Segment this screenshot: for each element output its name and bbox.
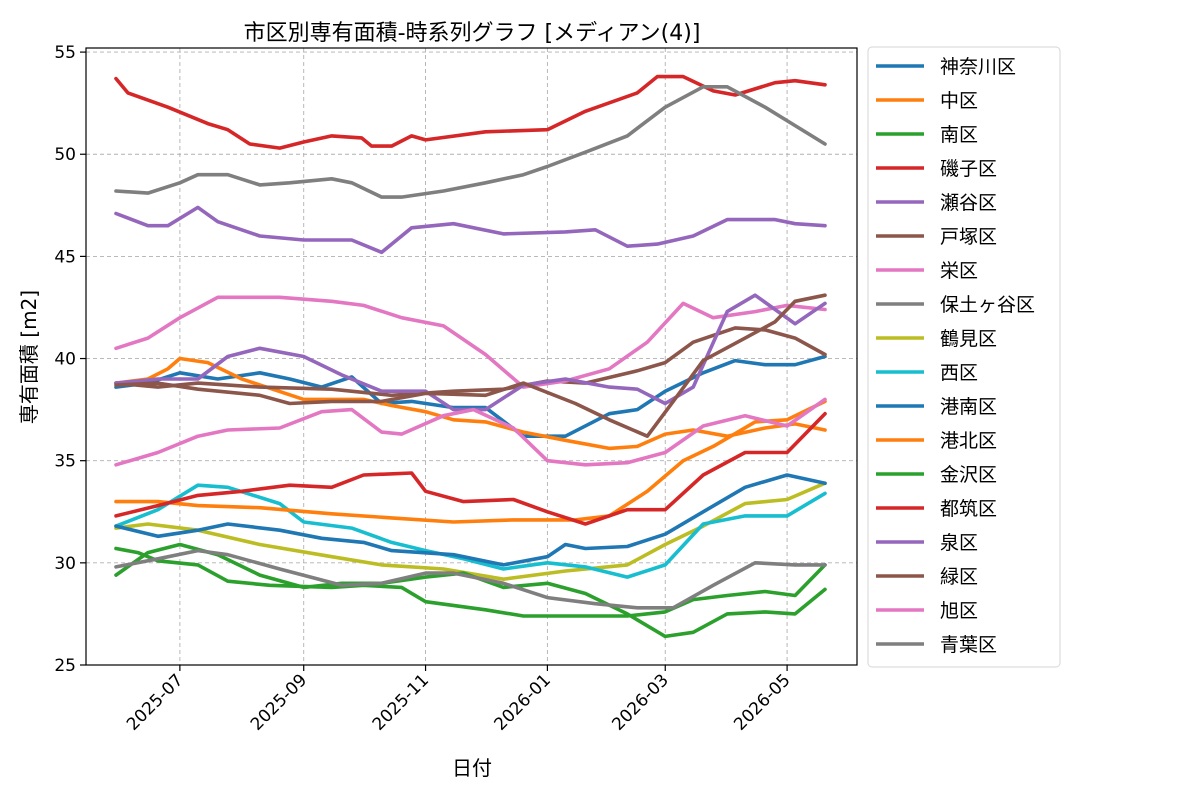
series-line-3 — [114, 74, 827, 150]
x-axis-title: 日付 — [452, 756, 492, 780]
legend-label: 青葉区 — [940, 634, 997, 656]
plot-area-frame — [85, 47, 858, 666]
series-line-11 — [114, 399, 827, 524]
legend-label: 保土ヶ谷区 — [940, 294, 1035, 316]
x-tick-label: 2025-07 — [123, 670, 187, 734]
legend-label: 港南区 — [940, 396, 997, 418]
legend-label: 旭区 — [940, 600, 978, 622]
x-tick-label: 2026-03 — [608, 670, 672, 734]
legend-label: 南区 — [940, 124, 978, 146]
legend-label: 栄区 — [940, 260, 978, 282]
legend-label: 金沢区 — [940, 464, 997, 486]
series-line-6 — [114, 295, 827, 389]
legend-label: 鶴見区 — [940, 328, 997, 350]
series-line-14 — [114, 293, 827, 412]
legend-label: 中区 — [940, 90, 978, 112]
x-tick-label: 2026-05 — [730, 670, 794, 734]
legend-label: 戸塚区 — [940, 226, 997, 248]
series-line-15 — [114, 293, 827, 438]
series-line-13 — [114, 411, 827, 526]
y-tick-label: 45 — [54, 247, 76, 267]
chart-title: 市区別専有面積-時系列グラフ [メディアン(4)] — [244, 21, 701, 46]
y-tick-label: 40 — [54, 350, 76, 370]
series-line-2 — [114, 546, 827, 618]
x-tick-label: 2025-09 — [247, 670, 311, 734]
legend-label: 緑区 — [940, 566, 978, 588]
x-tick-label: 2025-11 — [369, 670, 433, 734]
y-tick-label: 25 — [54, 656, 76, 676]
series-line-10 — [114, 473, 827, 567]
series-line-8 — [114, 481, 827, 581]
series-lines — [114, 74, 827, 639]
y-tick-label: 50 — [54, 145, 76, 165]
y-tick-label: 55 — [54, 43, 76, 63]
series-line-17 — [114, 548, 827, 610]
legend-label: 瀬谷区 — [940, 192, 997, 214]
series-line-9 — [114, 483, 827, 579]
y-axis-title: 専有面積 [m2] — [17, 290, 41, 424]
y-tick-label: 35 — [54, 452, 76, 472]
legend-label: 泉区 — [940, 532, 978, 554]
series-line-1 — [114, 356, 827, 451]
series-line-4 — [114, 205, 827, 255]
series-line-7 — [114, 85, 827, 199]
legend-label: 港北区 — [940, 430, 997, 452]
legend-label: 西区 — [940, 362, 978, 384]
legend-label: 都筑区 — [940, 498, 997, 520]
legend-label: 神奈川区 — [940, 56, 1016, 78]
series-line-16 — [114, 397, 827, 467]
y-tick-label: 30 — [54, 554, 76, 574]
x-tick-label: 2026-01 — [491, 670, 555, 734]
legend: 神奈川区中区南区磯子区瀬谷区戸塚区栄区保土ヶ谷区鶴見区西区港南区港北区金沢区都筑… — [867, 46, 1061, 668]
legend-label: 磯子区 — [940, 158, 997, 180]
